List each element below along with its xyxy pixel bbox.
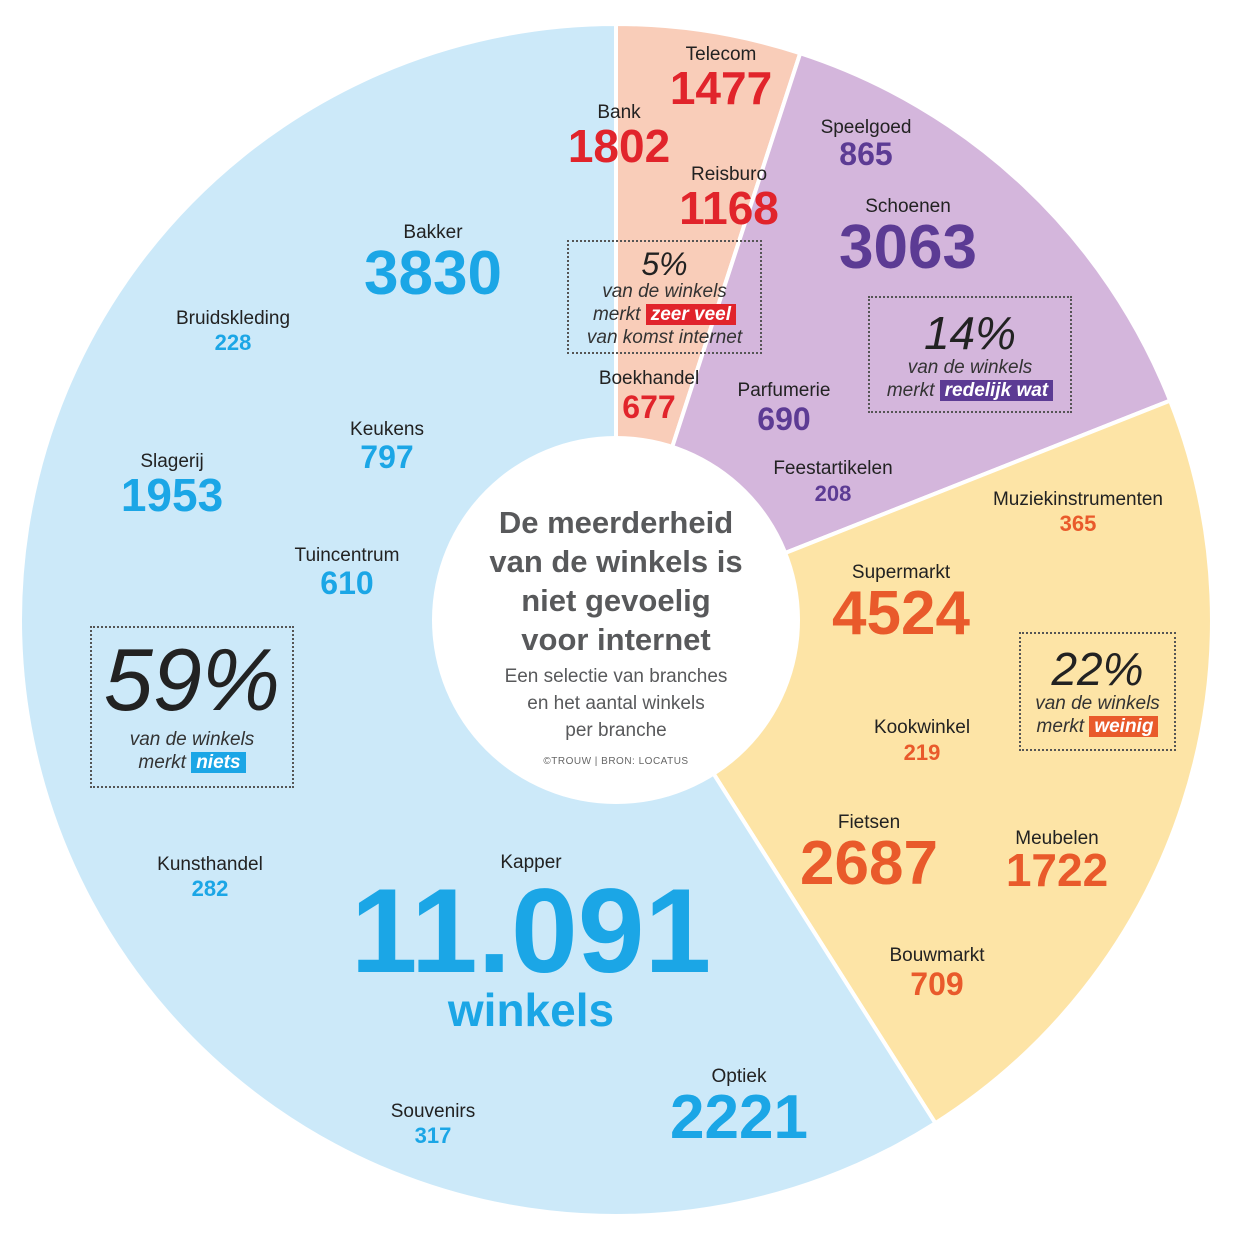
branch-value-feestartikelen: 208 [815,481,852,506]
branch-value-fietsen: 2687 [800,829,938,898]
branch-name-optiek: Optiek [712,1066,767,1087]
center-subtitle-line: en het aantal winkels [527,693,705,714]
branch-value-bank: 1802 [568,120,670,172]
credit-line: ©TROUW | BRON: LOCATUS [543,756,689,767]
callout-percent: 22% [1051,643,1144,695]
branch-name-slagerij: Slagerij [140,451,203,472]
callout-line: van de winkels [129,729,255,750]
branch-name-bruidskleding: Bruidskleding [176,308,290,329]
branch-name-kapper: Kapper [500,852,562,873]
callout-zeer-veel: 5% van de winkels merkt zeer veel van ko… [567,240,762,354]
callout-percent: 59% [103,630,281,729]
branch-value-kunsthandel: 282 [192,876,229,901]
center-title-line: De meerderheid [498,505,734,540]
branch-name-bakker: Bakker [403,222,463,243]
callout-merkt: merkt [886,380,935,401]
branch-name-parfumerie: Parfumerie [738,380,831,401]
branch-name-tuincentrum: Tuincentrum [295,545,400,566]
branch-value-schoenen: 3063 [839,213,977,282]
center-text: De meerderheid van de winkels is niet ge… [433,437,799,803]
branch-name-muziekinstrumenten: Muziekinstrumenten [993,489,1163,510]
callout-line: van de winkels [602,281,727,302]
callout-redelijk-wat: 14% van de winkels merkt redelijk wat [868,296,1072,413]
branch-value-kookwinkel: 219 [904,740,941,765]
callout-line: merkt zeer veel [569,303,760,326]
center-subtitle-line: per branche [565,720,667,741]
callout-line: van komst internet [586,327,743,348]
branch-value-kapper: 11.091 [351,864,711,998]
branch-name-boekhandel: Boekhandel [599,368,699,389]
branch-name-supermarkt: Supermarkt [852,562,951,583]
branch-unit-kapper: winkels [447,984,614,1036]
callout-line: van de winkels [1035,693,1160,714]
callout-tag: redelijk wat [939,380,1054,401]
branch-name-meubelen: Meubelen [1015,828,1098,849]
callout-line: merkt niets [92,751,292,774]
callout-weinig: 22% van de winkels merkt weinig [1019,632,1176,751]
branch-value-speelgoed: 865 [839,136,892,172]
branch-value-bouwmarkt: 709 [910,966,963,1002]
branch-value-telecom: 1477 [670,62,772,114]
branch-value-bruidskleding: 228 [215,330,252,355]
branch-value-tuincentrum: 610 [320,565,373,601]
callout-merkt: merkt [138,752,186,773]
branch-value-bakker: 3830 [364,239,502,308]
callout-percent: 14% [923,307,1017,359]
center-title-line: voor internet [521,622,711,657]
branch-value-reisburo: 1168 [679,182,779,234]
branch-name-schoenen: Schoenen [865,196,951,217]
center-subtitle-line: Een selectie van branches [504,666,728,687]
branch-value-supermarkt: 4524 [832,579,970,648]
center-title: De meerderheid van de winkels is niet ge… [433,503,799,659]
center-title-line: niet gevoelig [521,583,711,618]
branch-name-keukens: Keukens [350,419,424,440]
branch-value-optiek: 2221 [670,1083,808,1152]
branch-value-boekhandel: 677 [622,389,675,425]
callout-line: merkt weinig [1021,715,1174,738]
callout-tag: niets [191,752,246,773]
callout-line: merkt redelijk wat [870,379,1070,402]
branch-value-slagerij: 1953 [121,469,223,521]
branch-name-telecom: Telecom [686,44,757,65]
callout-merkt: merkt [592,304,641,325]
branch-value-parfumerie: 690 [757,401,810,437]
branch-name-kunsthandel: Kunsthandel [157,854,263,875]
callout-line: van de winkels [907,357,1033,378]
branch-name-bank: Bank [597,102,641,123]
callout-percent: 5% [641,246,688,282]
branch-value-keukens: 797 [360,439,413,475]
center-subtitle: Een selectie van branches en het aantal … [433,663,799,744]
callout-merkt: merkt [1036,716,1085,737]
branch-name-reisburo: Reisburo [691,164,767,185]
branch-name-speelgoed: Speelgoed [821,117,912,138]
branch-value-meubelen: 1722 [1006,844,1108,896]
branch-name-fietsen: Fietsen [838,812,900,833]
branch-value-muziekinstrumenten: 365 [1060,511,1097,536]
callout-tag: weinig [1089,716,1159,737]
branch-value-souvenirs: 317 [415,1123,452,1148]
branch-name-souvenirs: Souvenirs [391,1101,476,1122]
callout-niets: 59% van de winkels merkt niets [90,626,294,788]
callout-tag: zeer veel [645,304,737,325]
center-title-line: van de winkels is [489,544,743,579]
sector-redelijk-wat [612,50,1173,624]
branch-name-kookwinkel: Kookwinkel [874,717,970,738]
branch-name-feestartikelen: Feestartikelen [773,458,892,479]
branch-name-bouwmarkt: Bouwmarkt [889,945,985,966]
center-hole [432,436,800,804]
